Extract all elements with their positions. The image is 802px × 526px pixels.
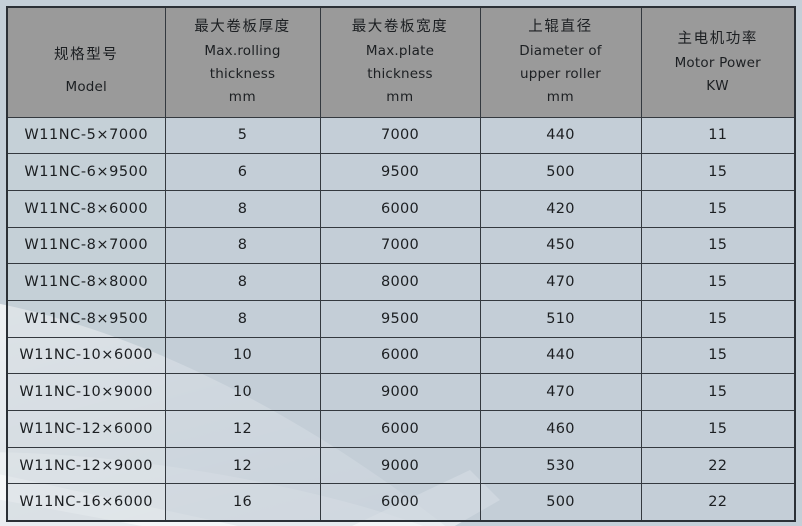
cell-motor-power: 15 [640,226,796,265]
cell-model: W11NC-12×6000 [6,410,166,448]
cell-model: W11NC-8×8000 [6,263,166,301]
table-row: W11NC-16×6000 16 6000 500 22 [6,483,796,522]
table-row: W11NC-8×8000 8 8000 470 15 [6,263,796,301]
cell-motor-power: 22 [640,446,796,485]
column-header-plate-width-cn: 最大卷板宽度 [351,18,449,35]
cell-plate-width: 8000 [319,263,481,301]
cell-plate-width: 9500 [319,153,481,191]
column-header-plate-width-en: Max.plate [365,42,435,59]
cell-upper-roller-diameter: 500 [479,483,642,522]
cell-plate-width: 9000 [319,446,481,485]
header-row: 规格型号 Model 最大卷板厚度 Max.rolling thickness … [6,6,796,118]
column-header-upper-roller-diameter-en2: upper roller [519,66,602,83]
column-header-model-en: Model [65,79,108,96]
cell-upper-roller-diameter: 440 [479,336,642,375]
cell-motor-power: 15 [640,336,796,375]
column-header-plate-width-unit: mm [386,89,414,106]
column-header-plate-width: 最大卷板宽度 Max.plate thickness mm [319,6,481,118]
cell-motor-power: 15 [640,373,796,411]
cell-upper-roller-diameter: 510 [479,299,642,338]
table-header: 规格型号 Model 最大卷板厚度 Max.rolling thickness … [6,6,796,118]
cell-plate-width: 9000 [319,373,481,411]
column-header-motor-power-unit: KW [706,77,730,94]
cell-plate-width: 6000 [319,336,481,375]
cell-upper-roller-diameter: 450 [479,226,642,265]
column-header-upper-roller-diameter: 上辊直径 Diameter of upper roller mm [479,6,642,118]
column-header-plate-width-en2: thickness [367,66,433,83]
cell-rolling-thickness: 5 [164,116,321,155]
cell-motor-power: 15 [640,299,796,338]
cell-rolling-thickness: 12 [164,446,321,485]
cell-upper-roller-diameter: 530 [479,446,642,485]
cell-upper-roller-diameter: 500 [479,153,642,191]
column-header-rolling-thickness: 最大卷板厚度 Max.rolling thickness mm [164,6,321,118]
table-row: W11NC-6×9500 6 9500 500 15 [6,153,796,191]
cell-model: W11NC-8×6000 [6,189,166,228]
column-header-motor-power-cn: 主电机功率 [677,30,758,47]
table-row: W11NC-12×6000 12 6000 460 15 [6,410,796,448]
cell-rolling-thickness: 10 [164,373,321,411]
cell-rolling-thickness: 8 [164,263,321,301]
cell-plate-width: 6000 [319,410,481,448]
cell-plate-width: 9500 [319,299,481,338]
cell-model: W11NC-10×9000 [6,373,166,411]
cell-motor-power: 15 [640,263,796,301]
cell-upper-roller-diameter: 460 [479,410,642,448]
column-header-rolling-thickness-unit: mm [228,89,257,106]
spec-table-container: 规格型号 Model 最大卷板厚度 Max.rolling thickness … [6,6,796,522]
cell-model: W11NC-10×6000 [6,336,166,375]
column-header-upper-roller-diameter-cn: 上辊直径 [528,18,593,35]
column-header-rolling-thickness-en2: thickness [209,66,276,83]
cell-model: W11NC-8×7000 [6,226,166,265]
table-row: W11NC-8×6000 8 6000 420 15 [6,189,796,228]
cell-upper-roller-diameter: 440 [479,116,642,155]
column-header-model: 规格型号 Model [6,6,166,118]
table-row: W11NC-10×6000 10 6000 440 15 [6,336,796,375]
table-row: W11NC-8×7000 8 7000 450 15 [6,226,796,265]
table-row: W11NC-5×7000 5 7000 440 11 [6,116,796,155]
table-row: W11NC-10×9000 10 9000 470 15 [6,373,796,411]
cell-model: W11NC-16×6000 [6,483,166,522]
cell-motor-power: 15 [640,410,796,448]
cell-motor-power: 15 [640,189,796,228]
cell-upper-roller-diameter: 470 [479,263,642,301]
cell-motor-power: 11 [640,116,796,155]
cell-rolling-thickness: 10 [164,336,321,375]
table-row: W11NC-8×9500 8 9500 510 15 [6,299,796,338]
cell-motor-power: 22 [640,483,796,522]
column-header-rolling-thickness-cn: 最大卷板厚度 [194,18,291,35]
cell-rolling-thickness: 8 [164,226,321,265]
column-header-upper-roller-diameter-unit: mm [546,89,575,106]
cell-model: W11NC-6×9500 [6,153,166,191]
machine-specification-table: 规格型号 Model 最大卷板厚度 Max.rolling thickness … [6,6,796,522]
column-header-motor-power: 主电机功率 Motor Power KW [640,6,796,118]
cell-upper-roller-diameter: 420 [479,189,642,228]
table-row: W11NC-12×9000 12 9000 530 22 [6,446,796,485]
cell-plate-width: 6000 [319,189,481,228]
column-header-motor-power-en: Motor Power [674,54,761,71]
cell-model: W11NC-5×7000 [6,116,166,155]
cell-plate-width: 7000 [319,116,481,155]
cell-plate-width: 6000 [319,483,481,522]
column-header-rolling-thickness-en: Max.rolling [204,42,281,59]
cell-rolling-thickness: 12 [164,410,321,448]
cell-model: W11NC-8×9500 [6,299,166,338]
table-body: W11NC-5×7000 5 7000 440 11 W11NC-6×9500 6 9500 5… [6,116,796,522]
cell-rolling-thickness: 8 [164,299,321,338]
cell-plate-width: 7000 [319,226,481,265]
cell-rolling-thickness: 16 [164,483,321,522]
cell-rolling-thickness: 6 [164,153,321,191]
cell-rolling-thickness: 8 [164,189,321,228]
column-header-upper-roller-diameter-en: Diameter of [519,42,602,59]
cell-model: W11NC-12×9000 [6,446,166,485]
column-header-model-cn: 规格型号 [54,47,119,64]
cell-upper-roller-diameter: 470 [479,373,642,411]
cell-motor-power: 15 [640,153,796,191]
